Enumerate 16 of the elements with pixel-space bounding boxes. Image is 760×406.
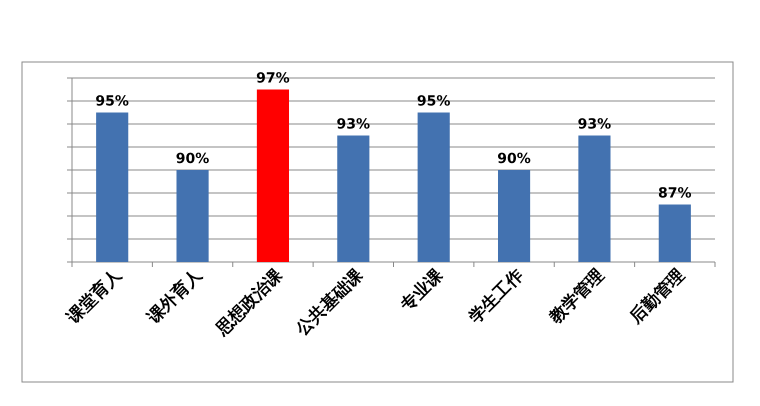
- x-tick-label: 思想政治课: [212, 265, 286, 340]
- x-tick-label: 公共基础课: [292, 265, 367, 340]
- x-tick-label: 课堂育人: [62, 264, 126, 328]
- x-tick-label: 教学管理: [545, 265, 608, 328]
- x-tick-label: 学生工作: [465, 265, 528, 328]
- x-tick-label: 课外育人: [142, 264, 207, 328]
- x-tick-label: 专业课: [396, 265, 448, 316]
- data-label: 90%: [497, 151, 531, 167]
- x-tick-label: 后勤管理: [625, 265, 688, 328]
- data-label: 90%: [176, 151, 210, 167]
- data-label: 93%: [578, 116, 612, 132]
- data-label: 95%: [95, 94, 129, 110]
- data-label: 93%: [336, 116, 370, 132]
- data-label: 87%: [658, 186, 692, 202]
- data-label: 97%: [256, 70, 290, 86]
- data-label: 95%: [416, 94, 450, 110]
